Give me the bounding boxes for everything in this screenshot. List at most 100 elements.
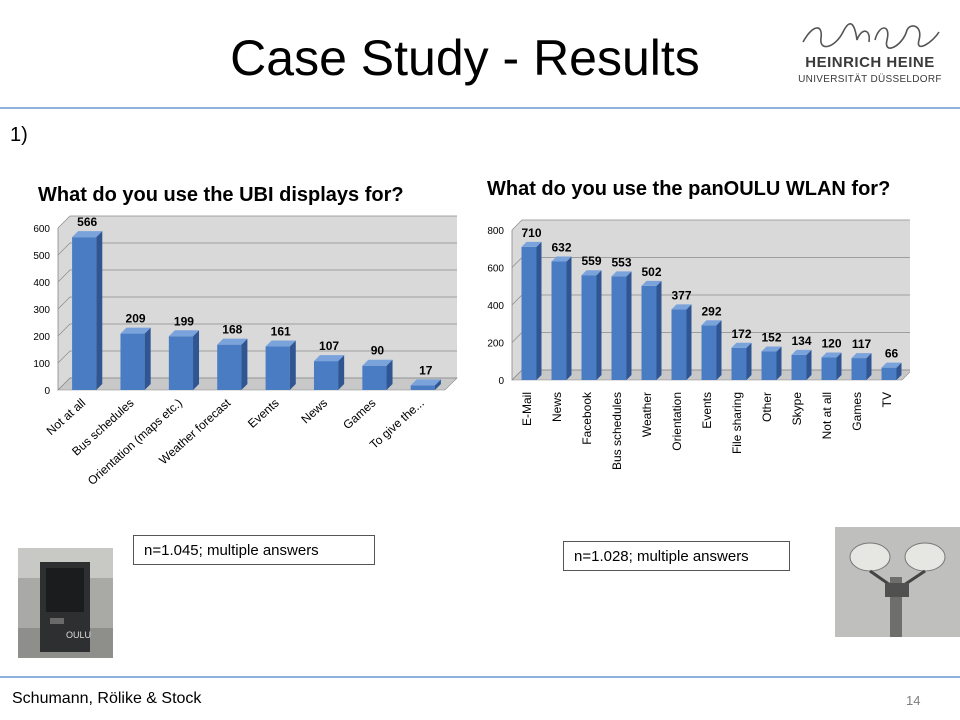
ubi-gridline	[57, 242, 457, 256]
chart-left-title: What do you use the UBI displays for?	[38, 184, 404, 206]
ubi-bar	[410, 379, 441, 390]
wlan-category-label: TV	[880, 392, 894, 407]
wlan-y-tick-label: 600	[487, 264, 504, 275]
ubi-y-tick-label: 500	[33, 251, 50, 262]
logo-line-1: HEINRICH HEINE	[805, 54, 935, 71]
wlan-category-label: Facebook	[580, 391, 594, 445]
page-number: 14	[906, 693, 921, 708]
svg-text:OULU: OULU	[66, 630, 91, 640]
ubi-y-tick-label: 300	[33, 305, 50, 316]
ubi-data-label: 566	[77, 215, 97, 229]
wlan-bar	[581, 270, 602, 380]
ubi-bar	[313, 355, 345, 390]
chart-panoulu-wlan: 0 200 400 600 800 710 E-Mail 632 News 559 Facebook…	[487, 219, 910, 470]
wlan-bar	[731, 342, 752, 380]
ubi-gridline	[57, 269, 457, 283]
wlan-data-label: 152	[761, 331, 781, 345]
wlan-data-label: 172	[731, 327, 751, 341]
wlan-bar	[851, 353, 872, 380]
wlan-antenna-photo	[835, 527, 960, 637]
ubi-gridline	[57, 296, 457, 310]
ubi-data-label: 168	[222, 323, 242, 337]
sample-note-left: n=1.045; multiple answers	[133, 535, 375, 565]
ubi-y-tick-label: 0	[44, 386, 50, 397]
wlan-category-label: Games	[850, 392, 864, 431]
ubi-category-label: Not at all	[44, 396, 89, 438]
ubi-category-label: News	[298, 396, 330, 426]
wlan-bar	[761, 346, 782, 380]
ubi-category-label: Orientation (maps etc.)	[85, 396, 185, 488]
wlan-bar	[551, 256, 572, 380]
ubi-gridline	[57, 215, 457, 229]
wlan-bar	[821, 352, 842, 380]
ubi-data-label: 90	[371, 344, 385, 358]
ubi-gridline	[57, 323, 457, 337]
wlan-category-label: Other	[760, 392, 774, 422]
wlan-data-label: 120	[821, 337, 841, 351]
ubi-bar	[362, 359, 393, 390]
ubi-data-label: 199	[174, 314, 194, 328]
ubi-category-label: Events	[245, 396, 282, 431]
ubi-plot-area	[58, 216, 457, 390]
wlan-bar	[611, 271, 632, 380]
wlan-data-label: 377	[671, 288, 691, 302]
ubi-y-tick-label: 200	[33, 332, 50, 343]
chart-right-title: What do you use the panOULU WLAN for?	[487, 178, 891, 200]
logo-line-2: UNIVERSITÄT DÜSSELDORF	[798, 74, 942, 85]
ubi-bar	[72, 231, 103, 390]
wlan-y-tick-label: 200	[487, 339, 504, 350]
wlan-category-label: Bus schedules	[610, 392, 624, 470]
wlan-bar	[881, 362, 902, 380]
ubi-data-label: 209	[126, 312, 146, 326]
wlan-data-label: 559	[581, 254, 601, 268]
wlan-y-tick-label: 800	[487, 226, 504, 237]
sample-note-right: n=1.028; multiple answers	[563, 541, 790, 571]
wlan-bar	[641, 280, 662, 380]
wlan-category-label: File sharing	[730, 392, 744, 454]
ubi-bar	[217, 338, 248, 390]
ubi-floor	[57, 377, 458, 391]
wlan-y-tick-label: 0	[498, 376, 504, 387]
wlan-data-label: 117	[852, 337, 872, 351]
wlan-category-label: Orientation	[670, 392, 684, 451]
wlan-category-label: Events	[700, 392, 714, 429]
university-logo: HEINRICH HEINE UNIVERSITÄT DÜSSELDORF	[795, 18, 945, 102]
header-rule	[0, 107, 960, 109]
wlan-data-label: 292	[701, 304, 721, 318]
wlan-data-label: 66	[885, 347, 899, 361]
ubi-data-label: 161	[271, 325, 291, 339]
wlan-data-label: 632	[551, 241, 571, 255]
wlan-y-tick-label: 400	[487, 301, 504, 312]
ubi-data-label: 17	[419, 363, 433, 377]
ubi-bar	[168, 330, 200, 390]
wlan-bar	[521, 241, 542, 380]
wlan-category-label: Weather	[640, 392, 654, 437]
ubi-y-tick-label: 600	[33, 224, 50, 235]
wlan-data-label: 134	[791, 334, 811, 348]
wlan-bar	[791, 349, 812, 380]
wlan-gridline	[511, 219, 910, 231]
wlan-data-label: 502	[641, 265, 661, 279]
wlan-category-label: E-Mail	[520, 392, 534, 426]
wlan-bar	[701, 320, 722, 380]
ubi-display-photo: OULU	[18, 548, 113, 658]
ubi-category-label: Games	[340, 396, 378, 432]
signature-icon	[802, 23, 940, 49]
wlan-category-label: Not at all	[820, 392, 834, 439]
ubi-bar	[265, 340, 296, 390]
footer-rule	[0, 676, 960, 678]
ubi-bar	[120, 327, 151, 390]
ubi-y-tick-label: 100	[33, 359, 50, 370]
wlan-category-label: News	[550, 392, 564, 422]
ubi-y-tick-label: 400	[33, 278, 50, 289]
wlan-bar	[671, 304, 692, 380]
page-title: Case Study - Results	[230, 30, 700, 86]
ubi-data-label: 107	[319, 339, 339, 353]
ubi-gridline	[57, 350, 457, 364]
wlan-data-label: 710	[521, 226, 541, 240]
footer-authors: Schumann, Rölike & Stock	[12, 690, 202, 707]
section-number: 1)	[10, 124, 28, 146]
wlan-data-label: 553	[611, 255, 631, 269]
wlan-category-label: Skype	[790, 392, 804, 426]
